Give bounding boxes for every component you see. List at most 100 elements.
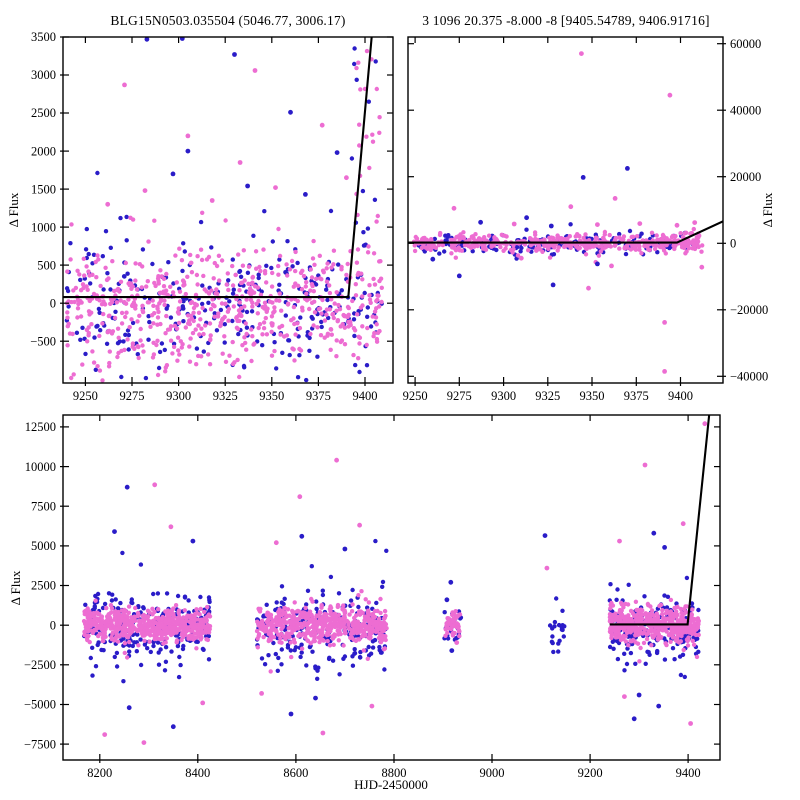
data-point: [324, 612, 329, 617]
data-point: [347, 612, 352, 617]
data-point: [561, 634, 566, 639]
x-tick-label: 9300: [166, 389, 191, 403]
data-point: [91, 252, 97, 257]
data-point: [88, 281, 93, 286]
data-point: [527, 236, 533, 241]
data-point: [663, 628, 668, 633]
data-point: [677, 654, 683, 659]
data-point: [258, 268, 263, 274]
data-point: [206, 352, 211, 357]
data-point: [601, 236, 606, 241]
data-point: [237, 288, 242, 293]
data-point: [84, 284, 89, 289]
data-point: [78, 314, 84, 319]
data-point: [95, 364, 100, 369]
data-point: [174, 638, 180, 643]
data-point: [193, 611, 198, 616]
data-point-outlier: [342, 546, 348, 552]
data-point: [457, 633, 462, 639]
data-point: [318, 610, 323, 615]
data-point-outlier: [511, 221, 517, 227]
data-point: [86, 633, 91, 639]
data-point: [66, 304, 71, 309]
data-point: [92, 335, 97, 340]
data-point-outlier: [102, 732, 108, 737]
data-point: [113, 309, 118, 314]
x-tick-label: 8600: [283, 766, 308, 780]
data-point: [346, 324, 351, 329]
data-point: [108, 245, 113, 250]
data-point: [352, 328, 358, 333]
data-point: [136, 355, 141, 361]
data-point: [515, 244, 520, 250]
data-point: [201, 273, 206, 279]
data-point: [341, 621, 347, 626]
data-point: [175, 593, 181, 599]
data-point: [357, 612, 362, 617]
data-point: [141, 349, 146, 354]
data-point: [190, 330, 196, 336]
data-point: [127, 649, 132, 654]
data-point: [499, 232, 504, 237]
data-point: [359, 271, 364, 276]
data-point: [207, 321, 213, 326]
data-point: [359, 628, 364, 633]
data-point: [258, 606, 263, 612]
data-point: [325, 626, 330, 631]
data-point: [273, 651, 278, 657]
data-point: [238, 280, 244, 286]
data-point: [178, 662, 183, 668]
data-point: [669, 234, 675, 240]
data-point: [320, 588, 325, 593]
data-point: [209, 245, 214, 250]
data-point: [86, 269, 91, 274]
data-point: [674, 614, 679, 619]
data-point: [353, 293, 359, 298]
data-point: [328, 605, 334, 611]
data-point: [422, 235, 427, 241]
data-point: [163, 365, 168, 370]
data-point: [612, 243, 618, 248]
data-point: [352, 333, 357, 339]
data-point-outlier: [334, 150, 340, 155]
data-point: [223, 359, 229, 364]
data-point: [122, 274, 127, 279]
data-point: [183, 291, 188, 297]
panel-top-left-title: BLG15N0503.035504 (5046.77, 3006.17): [110, 13, 346, 28]
data-point: [250, 280, 255, 285]
data-point: [356, 593, 361, 598]
data-point: [70, 331, 75, 337]
data-point: [336, 612, 342, 618]
data-point: [269, 329, 274, 334]
data-point: [280, 612, 285, 618]
x-tick-label: 9400: [676, 766, 701, 780]
x-tick-label: 9400: [353, 389, 378, 403]
data-point: [101, 287, 106, 292]
data-point: [82, 632, 87, 638]
data-point: [335, 628, 340, 633]
data-point: [112, 315, 118, 321]
data-point: [696, 244, 701, 250]
data-point: [242, 304, 247, 309]
data-point: [109, 634, 114, 640]
data-point: [116, 609, 121, 615]
data-point-outlier: [142, 188, 148, 194]
data-point: [304, 291, 309, 296]
data-point: [260, 332, 265, 337]
data-point: [366, 244, 371, 249]
data-point: [145, 608, 151, 613]
data-point: [684, 249, 689, 254]
y-tick-label: −2500: [24, 658, 56, 672]
data-point: [171, 341, 177, 346]
data-point: [274, 600, 279, 605]
data-point: [655, 237, 660, 243]
data-point: [380, 584, 385, 589]
y-tick-label: −7500: [24, 737, 56, 751]
data-point: [642, 594, 647, 599]
data-point: [360, 324, 365, 329]
data-point: [293, 332, 298, 337]
data-point: [658, 602, 664, 608]
data-point: [85, 339, 90, 344]
data-point: [643, 618, 648, 624]
data-point: [272, 340, 277, 345]
